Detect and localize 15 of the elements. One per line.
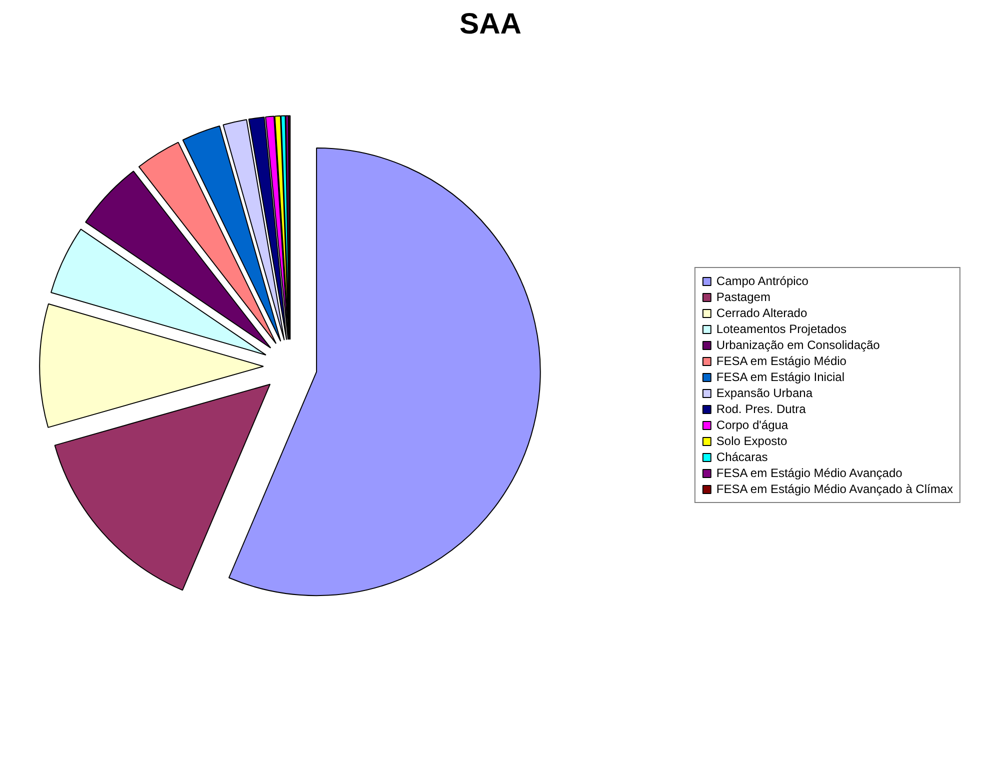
legend-label: Corpo d'água (716, 418, 788, 432)
legend-label: Urbanização em Consolidação (716, 338, 880, 352)
legend-label: FESA em Estágio Médio Avançado (716, 466, 902, 480)
legend-label: FESA em Estágio Inicial (716, 370, 844, 384)
legend-label: Cerrado Alterado (716, 306, 808, 320)
legend-label: Chácaras (716, 450, 768, 464)
legend-label: Solo Exposto (716, 434, 788, 448)
legend-label: Loteamentos Projetados (716, 322, 847, 336)
legend-label: Rod. Pres. Dutra (716, 402, 806, 416)
legend-label: Pastagem (716, 290, 770, 304)
legend-label: Expansão Urbana (716, 386, 812, 400)
legend-label: Campo Antrópico (716, 274, 808, 288)
legend-label: FESA em Estágio Médio (716, 354, 846, 368)
chart-title: SAA (460, 8, 522, 40)
legend-label: FESA em Estágio Médio Avançado à Clímax (716, 482, 953, 496)
